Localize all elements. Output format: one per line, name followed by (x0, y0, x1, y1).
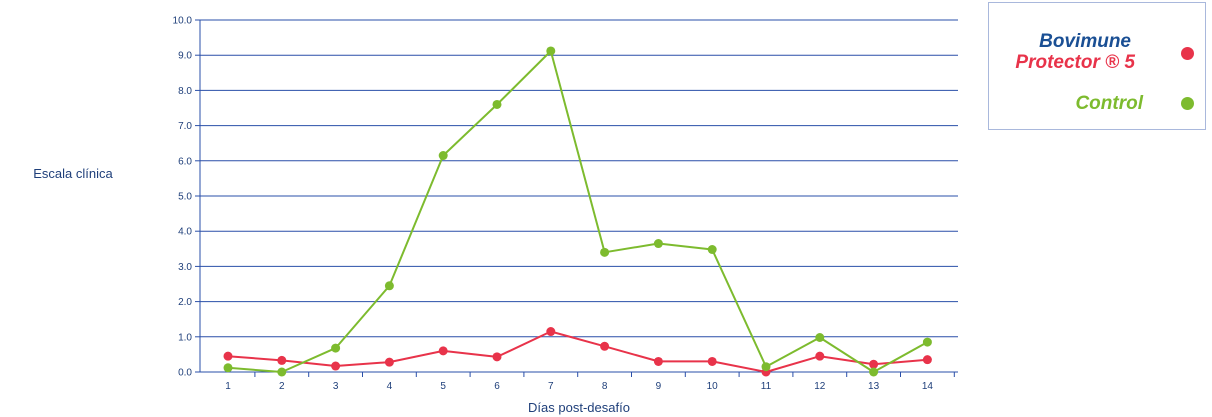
legend-label-control: Control (1075, 93, 1143, 114)
data-point-control (223, 363, 233, 373)
y-tick-label: 9.0 (178, 51, 192, 62)
legend-marker-control (1181, 97, 1194, 110)
data-point-bovimune (707, 356, 717, 366)
y-tick-label: 4.0 (178, 227, 192, 238)
data-point-control (600, 247, 610, 257)
data-point-bovimune (546, 327, 556, 337)
x-tick-label: 5 (440, 381, 446, 392)
data-point-control (384, 281, 394, 291)
data-point-bovimune (492, 352, 502, 362)
data-point-bovimune (869, 359, 879, 369)
y-tick-label: 6.0 (178, 156, 192, 167)
data-point-bovimune (815, 351, 825, 361)
x-axis-label: Días post-desafío (528, 400, 630, 415)
legend-label-bovimune-line1: Bovimune (1039, 31, 1131, 52)
y-tick-labels: 0.0 1.0 2.0 3.0 4.0 5.0 6.0 7.0 8.0 9.0 10.0 (173, 16, 193, 379)
x-tick-label: 13 (868, 381, 880, 392)
data-point-control (331, 343, 341, 353)
data-point-bovimune (277, 355, 287, 365)
data-point-control (815, 333, 825, 343)
x-tick-label: 4 (387, 381, 393, 392)
y-tick-label: 8.0 (178, 86, 192, 97)
x-tick-label: 14 (922, 381, 934, 392)
data-point-bovimune (600, 341, 610, 351)
y-tick-label: 10.0 (173, 16, 193, 27)
x-tick-label: 12 (814, 381, 826, 392)
data-point-control (653, 239, 663, 249)
x-tick-labels: 1 2 3 4 5 6 7 8 9 10 11 12 13 14 (225, 381, 933, 392)
data-point-control (438, 151, 448, 161)
x-tick-label: 11 (761, 381, 772, 392)
data-point-bovimune (438, 346, 448, 356)
data-point-bovimune (331, 361, 341, 371)
legend-marker-bovimune (1181, 47, 1194, 60)
x-tick-label: 3 (333, 381, 339, 392)
data-point-control (492, 99, 502, 109)
data-point-bovimune (223, 351, 233, 361)
grid-lines (195, 19, 958, 377)
x-tick-label: 9 (656, 381, 662, 392)
x-tick-label: 2 (279, 381, 285, 392)
data-point-control (546, 46, 556, 56)
y-axis-label: Escala clínica (33, 166, 113, 181)
data-point-control (922, 337, 932, 347)
y-tick-label: 5.0 (178, 192, 192, 203)
x-tick-label: 1 (225, 381, 231, 392)
x-tick-label: 6 (494, 381, 500, 392)
data-point-bovimune (384, 357, 394, 367)
y-tick-label: 1.0 (178, 332, 192, 343)
series-layer (223, 46, 932, 377)
y-tick-label: 0.0 (178, 368, 192, 379)
x-tick-label: 8 (602, 381, 608, 392)
x-tick-label: 10 (707, 381, 719, 392)
legend-label-bovimune-line2: Protector ® 5 (1015, 52, 1135, 73)
data-point-control (761, 362, 771, 372)
x-tick-label: 7 (548, 381, 554, 392)
data-point-control (869, 367, 879, 377)
y-tick-label: 3.0 (178, 262, 192, 273)
series-line-bovimune (227, 330, 928, 373)
y-tick-label: 7.0 (178, 121, 192, 132)
y-tick-label: 2.0 (178, 297, 192, 308)
data-point-bovimune (653, 356, 663, 366)
data-point-control (277, 367, 287, 377)
series-line-control (227, 50, 928, 373)
data-point-control (707, 245, 717, 255)
legend: Bovimune Protector ® 5 Control (988, 2, 1206, 130)
data-point-bovimune (922, 355, 932, 365)
